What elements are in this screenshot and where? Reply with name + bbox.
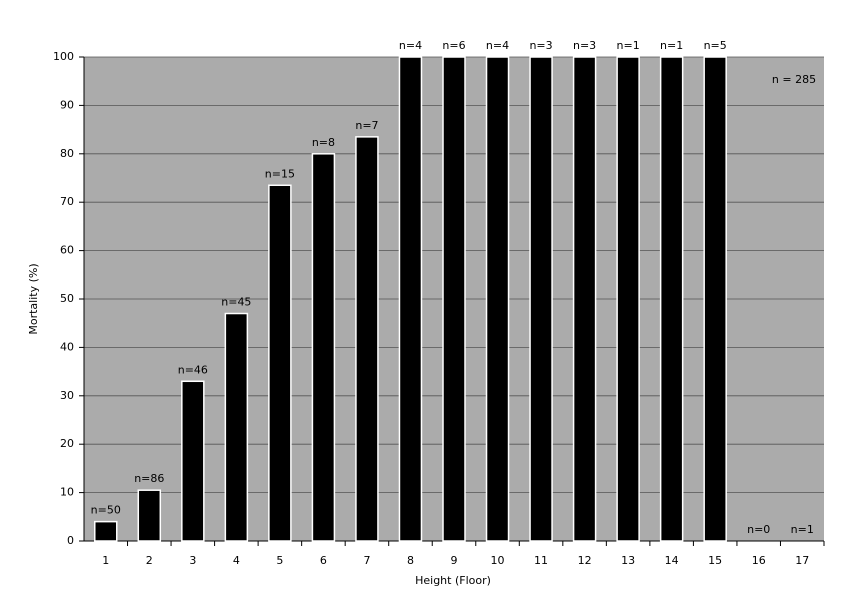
- y-tick-label: 0: [67, 534, 74, 547]
- x-tick-label: 16: [752, 554, 766, 567]
- bar: [311, 153, 336, 542]
- y-tick-label: 60: [60, 244, 74, 257]
- bar: [529, 56, 553, 542]
- y-tick-label: 80: [60, 147, 74, 160]
- x-tick-label: 15: [708, 554, 722, 567]
- bar: [442, 56, 466, 542]
- y-tick-label: 50: [60, 292, 74, 305]
- bar: [224, 312, 249, 542]
- x-tick-label: 11: [534, 554, 548, 567]
- x-tick-label: 14: [665, 554, 679, 567]
- x-tick-label: 12: [578, 554, 592, 567]
- bar-label: n=1: [660, 39, 683, 52]
- bar-label: n=8: [312, 136, 335, 149]
- bar-label: n=46: [178, 363, 208, 376]
- x-axis-label: Height (Floor): [415, 574, 491, 587]
- bar-label: n=45: [221, 296, 251, 309]
- y-tick-label: 20: [60, 437, 74, 450]
- y-tick-label: 10: [60, 486, 74, 499]
- annotation: n = 285: [772, 73, 816, 86]
- y-tick-label: 70: [60, 195, 74, 208]
- x-tick-label: 1: [102, 554, 109, 567]
- x-tick-label: 5: [276, 554, 283, 567]
- bar: [485, 56, 510, 542]
- x-tick-label: 9: [451, 554, 458, 567]
- bar-label: n=7: [355, 119, 378, 132]
- x-tick-label: 10: [491, 554, 505, 567]
- bar-label: n=15: [265, 167, 295, 180]
- x-tick-label: 8: [407, 554, 414, 567]
- bar: [659, 56, 684, 542]
- bar-label: n=86: [134, 472, 164, 485]
- x-tick-label: 13: [621, 554, 635, 567]
- bar-label: n=5: [704, 39, 727, 52]
- bar-label: n=1: [617, 39, 640, 52]
- bar: [572, 56, 597, 542]
- bar-label: n=4: [399, 39, 422, 52]
- x-tick-label: 17: [795, 554, 809, 567]
- x-tick-label: 4: [233, 554, 240, 567]
- x-tick-label: 2: [146, 554, 153, 567]
- x-tick-label: 7: [363, 554, 370, 567]
- bar-label: n=3: [529, 39, 552, 52]
- bar-label: n=4: [486, 39, 509, 52]
- bar: [703, 56, 727, 542]
- bar: [181, 380, 205, 542]
- y-axis-label: Mortality (%): [27, 263, 40, 334]
- bar: [616, 56, 640, 542]
- y-tick-label: 30: [60, 389, 74, 402]
- x-tick-label: 6: [320, 554, 327, 567]
- y-tick-label: 40: [60, 340, 74, 353]
- bar-label: n=0: [747, 523, 770, 536]
- y-tick-label: 90: [60, 98, 74, 111]
- x-tick-label: 3: [189, 554, 196, 567]
- bar: [355, 136, 379, 542]
- bar-label: n=6: [442, 39, 465, 52]
- bar: [398, 56, 423, 542]
- bar: [137, 489, 162, 542]
- bar-label: n=50: [91, 504, 121, 517]
- bar: [94, 520, 118, 542]
- bar-label: n=1: [791, 523, 814, 536]
- y-tick-label: 100: [53, 50, 74, 63]
- bar: [268, 184, 292, 542]
- bar-label: n=3: [573, 39, 596, 52]
